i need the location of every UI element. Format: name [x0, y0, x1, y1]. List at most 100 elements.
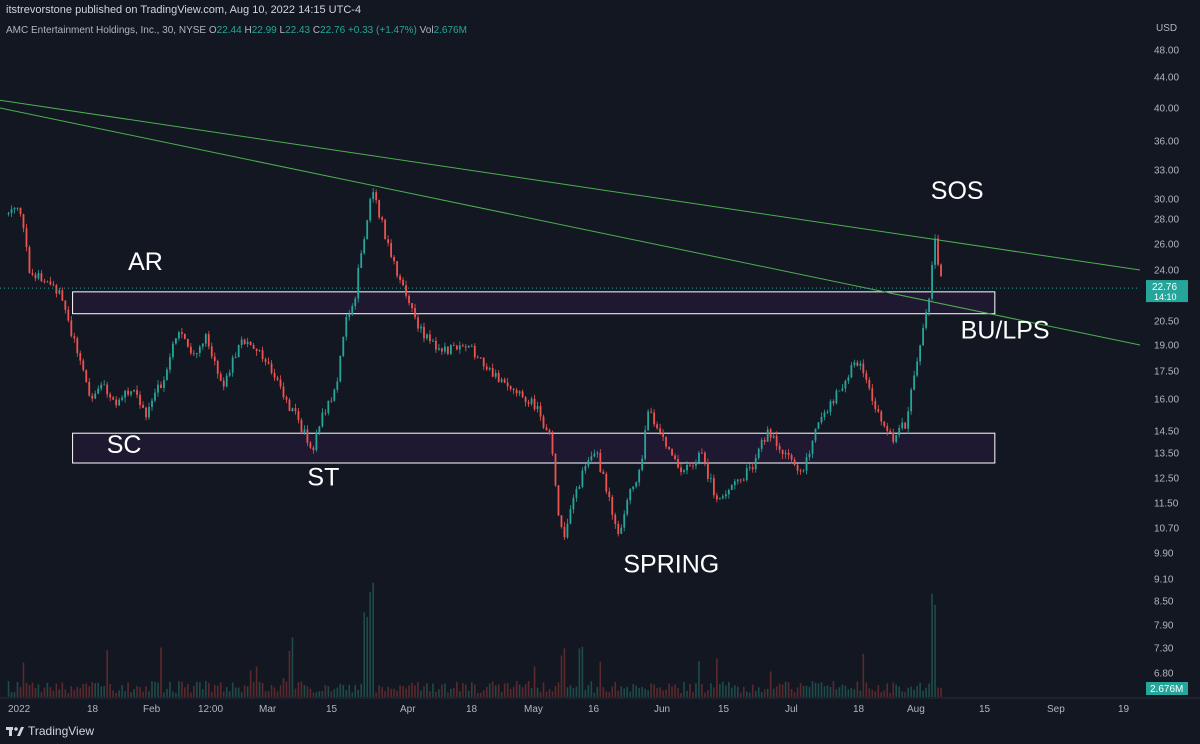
candle-body	[665, 436, 667, 447]
volume-bar	[79, 688, 82, 697]
volume-bar	[596, 686, 599, 697]
volume-bar	[312, 692, 315, 697]
volume-bar	[25, 682, 28, 697]
candle-body	[186, 338, 189, 347]
low-value: 22.43	[285, 25, 311, 36]
candle-body	[458, 345, 461, 350]
volume-bar	[710, 683, 712, 697]
volume-bar	[357, 689, 360, 697]
volume-bar	[318, 691, 321, 697]
volume-bar	[300, 681, 303, 697]
candle-body	[910, 389, 913, 412]
high-label: H	[244, 25, 252, 36]
candle-body	[512, 388, 515, 390]
candle-body	[895, 435, 898, 442]
currency-label: USD	[1156, 23, 1177, 34]
volume-bar	[450, 688, 452, 697]
support-resistance-zone[interactable]	[72, 291, 996, 315]
volume-bar	[647, 690, 649, 697]
wyckoff-label[interactable]: AR	[128, 248, 163, 276]
volume-value: 2.676M	[433, 25, 467, 36]
volume-bar	[566, 687, 569, 697]
volume-bar	[372, 582, 374, 697]
volume-bar	[354, 685, 357, 697]
volume-bar	[895, 684, 898, 697]
candle-body	[563, 526, 566, 538]
volume-bar	[692, 691, 694, 697]
open-label: O	[208, 25, 217, 36]
candle-body	[781, 449, 784, 455]
candle-body	[414, 308, 416, 318]
trend-line[interactable]	[0, 99, 1141, 271]
candle-body	[130, 391, 132, 395]
candle-body	[796, 464, 799, 471]
support-resistance-zone[interactable]	[72, 432, 996, 464]
tradingview-logo[interactable]: TradingView	[6, 724, 94, 738]
volume-bar	[698, 661, 700, 697]
volume-bar	[686, 690, 688, 697]
publish-bar: itstrevorstone published on TradingView.…	[0, 0, 1200, 22]
volume-bar	[333, 688, 336, 697]
wyckoff-label[interactable]: ST	[307, 464, 339, 492]
candle-body	[324, 412, 327, 414]
volume-bar	[853, 689, 856, 697]
candle-body	[575, 488, 578, 498]
volume-bar	[19, 687, 22, 697]
volume-bar	[754, 690, 757, 697]
candle-body	[297, 411, 300, 421]
candle-body	[695, 462, 697, 466]
price-axis[interactable]: USD 48.00 44.00 40.00 36.00 33.00 30.00 28.00 26…	[0, 22, 1200, 698]
volume-bar	[497, 684, 500, 697]
volume-bar	[336, 687, 339, 697]
candle-body	[204, 334, 207, 344]
volume-bar	[533, 666, 536, 697]
candle-body	[16, 207, 19, 209]
volume-bar	[659, 687, 661, 697]
candle-body	[378, 200, 381, 218]
volume-bar	[725, 685, 727, 697]
candle-body	[913, 375, 916, 390]
candle-body	[769, 429, 772, 438]
volume-bar	[396, 690, 398, 697]
volume-bar	[225, 687, 228, 697]
volume-bar	[904, 691, 906, 697]
volume-bar	[611, 686, 614, 697]
volume-bar	[193, 685, 195, 697]
volume-bar	[898, 686, 900, 697]
volume-bar	[581, 646, 584, 697]
volume-bar	[426, 683, 428, 697]
volume-bar	[856, 681, 859, 697]
volume-bar	[620, 686, 623, 697]
wyckoff-label[interactable]: BU/LPS	[961, 317, 1050, 345]
candle-body	[67, 309, 70, 321]
candle-body	[261, 350, 264, 360]
wyckoff-label[interactable]: SOS	[931, 177, 984, 205]
candle-body	[793, 459, 796, 465]
trend-line[interactable]	[0, 107, 1141, 346]
candle-body	[742, 479, 745, 481]
y-tick-label: 26.00	[1154, 240, 1179, 251]
candle-body	[602, 471, 605, 474]
candle-body	[883, 421, 886, 427]
wyckoff-label[interactable]: SPRING	[623, 551, 719, 579]
candle-body	[835, 390, 838, 404]
volume-bar	[838, 687, 841, 697]
y-tick-label: 7.90	[1154, 621, 1174, 632]
x-tick-label: 18	[87, 704, 99, 715]
candle-body	[704, 452, 706, 463]
candle-body	[294, 408, 297, 412]
volume-bar	[213, 685, 216, 697]
candle-body	[234, 357, 237, 358]
volume-bar	[381, 687, 383, 697]
candle-body	[375, 192, 378, 201]
x-tick-label: 12:00	[198, 704, 223, 715]
candle-body	[417, 317, 419, 329]
time-axis[interactable]: 2022 18 Feb 12:00 Mar 15 Apr 18 May 16 Jun 15 Jul 18 A…	[0, 697, 1200, 715]
candle-body	[55, 285, 58, 294]
volume-bar	[261, 683, 264, 697]
volume-bar	[441, 684, 443, 697]
volume-bar	[835, 689, 838, 697]
wyckoff-label[interactable]: SC	[107, 431, 142, 459]
candle-body	[449, 345, 452, 354]
